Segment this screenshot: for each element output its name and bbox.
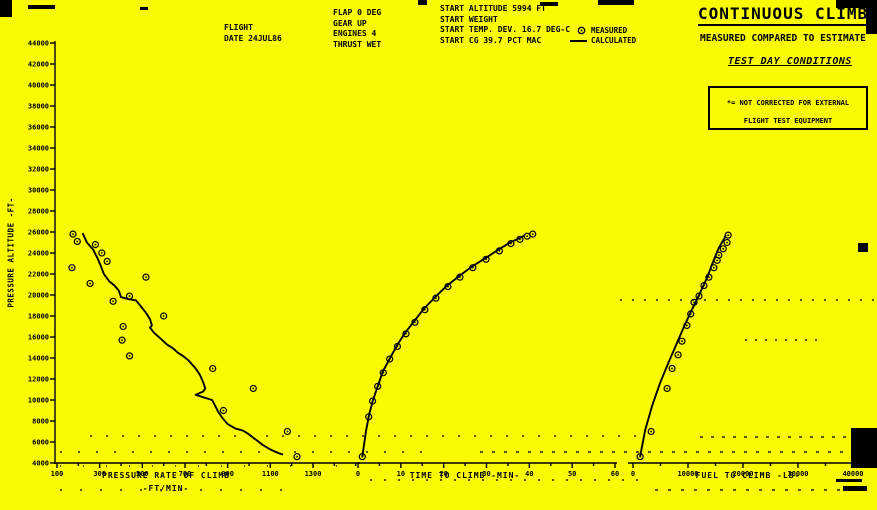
svg-text:40000: 40000 — [28, 82, 49, 90]
svg-text:10: 10 — [397, 470, 405, 478]
svg-text:32000: 32000 — [28, 166, 49, 174]
svg-text:60: 60 — [611, 470, 619, 478]
svg-text:12000: 12000 — [28, 376, 49, 384]
svg-text:42000: 42000 — [28, 61, 49, 69]
svg-text:300: 300 — [93, 470, 106, 478]
svg-text:0: 0 — [356, 470, 360, 478]
svg-text:20: 20 — [439, 470, 447, 478]
svg-text:24000: 24000 — [28, 250, 49, 258]
svg-text:44000: 44000 — [28, 40, 49, 48]
svg-text:16000: 16000 — [28, 334, 49, 342]
page-subtitle: MEASURED COMPARED TO ESTIMATE — [700, 33, 866, 44]
svg-text:1100: 1100 — [262, 470, 279, 478]
svg-text:20000: 20000 — [732, 470, 753, 478]
svg-text:36000: 36000 — [28, 124, 49, 132]
flight-info: FLIGHT DATE 24JUL86 — [224, 23, 282, 43]
legend-measured-label: MEASURED — [591, 26, 628, 35]
svg-text:100: 100 — [51, 470, 64, 478]
calculated-marker-icon — [570, 39, 587, 42]
svg-text:28000: 28000 — [28, 208, 49, 216]
correction-note-line1: *= NOT CORRECTED FOR EXTERNAL — [726, 99, 850, 107]
svg-text:10000: 10000 — [28, 397, 49, 405]
svg-text:4000: 4000 — [32, 460, 49, 468]
svg-text:18000: 18000 — [28, 313, 49, 321]
svg-text:26000: 26000 — [28, 229, 49, 237]
svg-text:40000: 40000 — [842, 470, 863, 478]
correction-note-line2: FLIGHT TEST EQUIPMENT — [743, 117, 833, 125]
svg-text:10000: 10000 — [677, 470, 698, 478]
svg-text:22000: 22000 — [28, 271, 49, 279]
svg-text:50: 50 — [568, 470, 576, 478]
correction-note-box: *= NOT CORRECTED FOR EXTERNAL FLIGHT TES… — [708, 86, 868, 130]
test-day-conditions-note: TEST DAY CONDITIONS — [728, 56, 852, 67]
measured-marker-icon — [577, 26, 586, 35]
svg-text:500: 500 — [136, 470, 149, 478]
x3-axis-label: FUEL TO CLIMB -LB- — [695, 471, 801, 480]
svg-text:34000: 34000 — [28, 145, 49, 153]
svg-text:900: 900 — [221, 470, 234, 478]
svg-text:1300: 1300 — [305, 470, 322, 478]
svg-text:14000: 14000 — [28, 355, 49, 363]
x1-axis-label: PRESSURE RATE OF CLIMB — [102, 471, 230, 480]
legend-calculated: CALCULATED — [570, 36, 636, 45]
svg-text:8000: 8000 — [32, 418, 49, 426]
svg-text:30000: 30000 — [787, 470, 808, 478]
x1-axis-unit: -FT/MIN- — [142, 484, 190, 493]
svg-text:20000: 20000 — [28, 292, 49, 300]
y-axis-label: PRESSURE ALTITUDE -FT- — [6, 197, 16, 308]
svg-text:40: 40 — [525, 470, 533, 478]
svg-text:38000: 38000 — [28, 103, 49, 111]
aircraft-config-info: FLAP 0 DEG GEAR UP ENGINES 4 THRUST WET — [333, 8, 382, 49]
x2-axis-label: TIME TO CLIMB -MIN- — [409, 471, 521, 480]
svg-text:30: 30 — [482, 470, 490, 478]
svg-text:6000: 6000 — [32, 439, 49, 447]
start-conditions-info: START ALTITUDE 5994 FT START WEIGHT STAR… — [440, 4, 571, 45]
page-title: CONTINUOUS CLIMB — [698, 4, 869, 26]
legend-measured: MEASURED — [576, 25, 627, 36]
svg-text:30000: 30000 — [28, 187, 49, 195]
svg-text:700: 700 — [179, 470, 192, 478]
legend-calculated-label: CALCULATED — [591, 36, 637, 45]
svg-text:0: 0 — [631, 470, 635, 478]
